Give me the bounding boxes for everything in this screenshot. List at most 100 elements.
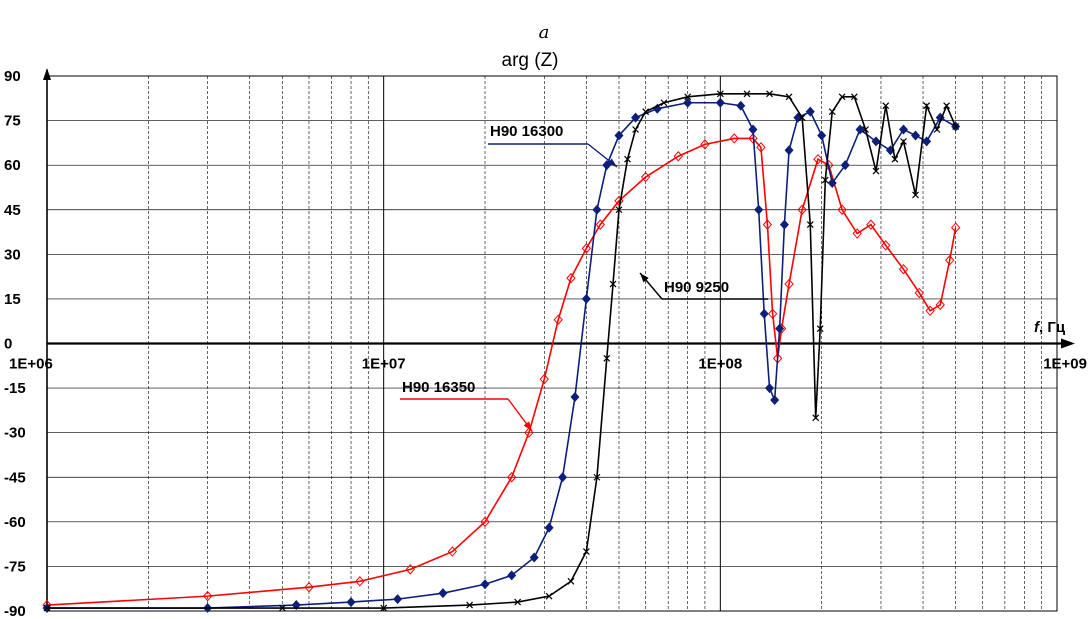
data-point xyxy=(592,204,602,215)
data-point xyxy=(581,293,591,304)
data-point xyxy=(539,373,549,385)
x-axis-label-f: f xyxy=(1034,319,1041,336)
y-tick-label: -45 xyxy=(4,469,26,486)
data-point xyxy=(480,516,490,528)
data-point xyxy=(817,130,827,141)
data-point xyxy=(683,97,693,108)
annotation-arrowhead xyxy=(607,158,617,167)
data-point xyxy=(881,240,891,251)
data-point xyxy=(837,204,847,216)
series-group xyxy=(42,90,961,614)
annotation-label: H90 9250 xyxy=(664,279,729,296)
data-point xyxy=(529,552,539,563)
data-point xyxy=(748,133,758,144)
data-point xyxy=(346,597,356,608)
data-point xyxy=(784,278,794,290)
data-point xyxy=(304,581,314,593)
figure-caption: a xyxy=(539,22,550,43)
data-point xyxy=(355,576,365,587)
data-point xyxy=(805,106,815,117)
data-point xyxy=(925,305,935,317)
data-point xyxy=(642,108,650,116)
data-point xyxy=(840,160,850,171)
annotation-label: H90 16350 xyxy=(402,379,475,396)
data-point xyxy=(838,93,846,101)
annotation-arrowhead xyxy=(523,421,532,431)
data-point xyxy=(798,114,806,122)
data-point xyxy=(603,354,611,362)
y-tick-label: -30 xyxy=(4,425,26,442)
y-tick-label: 90 xyxy=(4,68,21,85)
data-point xyxy=(943,102,951,110)
data-point xyxy=(278,604,286,612)
data-point xyxy=(595,219,605,230)
data-point xyxy=(756,142,766,153)
chart-title: arg (Z) xyxy=(502,50,559,71)
data-point xyxy=(759,308,769,319)
data-point xyxy=(614,130,624,141)
data-point xyxy=(911,130,921,141)
data-point xyxy=(581,243,592,254)
data-point xyxy=(891,155,899,163)
data-point xyxy=(765,383,775,394)
data-point xyxy=(716,90,724,98)
data-point xyxy=(785,93,793,101)
data-point xyxy=(632,126,639,133)
data-point xyxy=(567,577,575,585)
data-point xyxy=(762,219,773,230)
x-axis-arrow xyxy=(1061,338,1075,349)
x-tick-label: 1E+08 xyxy=(698,356,742,373)
data-point xyxy=(821,176,829,184)
y-tick-label: -60 xyxy=(4,514,26,531)
y-tick-label: -90 xyxy=(4,603,26,619)
annotation-arrowhead xyxy=(640,273,649,283)
data-point xyxy=(866,219,876,230)
data-point xyxy=(544,522,554,533)
annotations: H90 16300 H90 9250 H90 16350 xyxy=(400,123,768,432)
data-point xyxy=(797,204,807,216)
data-point xyxy=(729,133,739,144)
data-point xyxy=(700,139,710,150)
axes: 90 75 60 45 30 15 0 -15 -30 -45 -60 -75 -90 1E+06 1E+0… xyxy=(4,68,1087,619)
y-tick-label: 75 xyxy=(4,113,21,130)
data-point xyxy=(631,112,641,123)
data-point xyxy=(813,153,823,165)
data-point xyxy=(553,314,563,325)
data-point xyxy=(736,100,746,111)
data-point xyxy=(945,255,955,266)
data-point xyxy=(855,124,865,135)
x-tick-label: 1E+09 xyxy=(1043,356,1087,373)
data-point xyxy=(593,473,601,481)
data-point xyxy=(899,124,909,135)
y-tick-label: 60 xyxy=(4,157,21,174)
data-point xyxy=(827,178,837,188)
data-point xyxy=(558,472,568,483)
data-point xyxy=(922,136,932,147)
y-axis-arrow xyxy=(43,68,51,80)
data-point xyxy=(900,137,907,145)
data-point xyxy=(507,570,517,581)
data-point xyxy=(862,126,869,133)
data-point xyxy=(43,604,51,612)
data-point xyxy=(935,299,945,311)
data-point xyxy=(380,604,388,612)
y-tick-label: 15 xyxy=(4,291,21,308)
data-point xyxy=(673,150,683,162)
data-point xyxy=(609,280,617,288)
data-point xyxy=(793,112,803,123)
data-point xyxy=(507,471,517,483)
data-point xyxy=(615,206,623,214)
data-point xyxy=(775,323,785,334)
data-point xyxy=(852,228,862,239)
y-tick-label: -75 xyxy=(4,558,26,575)
data-point xyxy=(850,93,858,101)
data-point xyxy=(660,99,668,107)
series-line xyxy=(47,93,957,609)
data-point xyxy=(872,167,880,175)
y-tick-label: -15 xyxy=(4,380,26,397)
data-point xyxy=(202,590,213,602)
data-point xyxy=(770,394,780,405)
data-point xyxy=(871,136,881,147)
data-point xyxy=(914,287,924,299)
data-point xyxy=(812,414,820,422)
